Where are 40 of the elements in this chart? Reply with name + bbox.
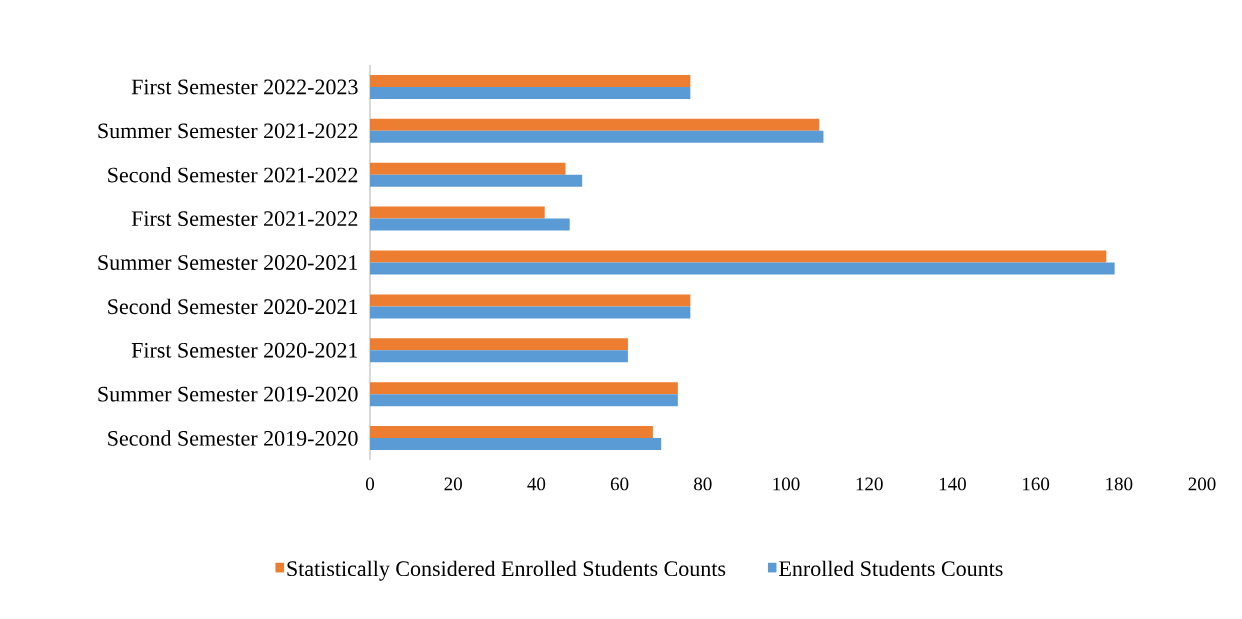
- bar: [370, 294, 691, 307]
- x-tick-label: 200: [1188, 477, 1216, 491]
- legend-label: Statistically Considered Enrolled Students Counts: [287, 560, 726, 581]
- x-tick-label: 120: [856, 477, 883, 491]
- x-tick-label: 140: [939, 477, 966, 491]
- bar: [370, 438, 662, 451]
- y-tick-label: Second Semester 2019-2020: [108, 430, 358, 446]
- bar: [370, 350, 628, 363]
- x-tick-label: 80: [694, 477, 712, 491]
- legend-label: Enrolled Students Counts: [779, 560, 1003, 577]
- bar: [370, 394, 678, 407]
- x-tick-label: 60: [610, 477, 629, 491]
- bar: [370, 250, 1107, 263]
- y-tick-label: Summer Semester 2019-2020: [98, 386, 358, 402]
- y-tick-label: Summer Semester 2020-2021: [98, 255, 358, 270]
- x-tick-label: 160: [1023, 477, 1050, 491]
- bar: [370, 86, 691, 99]
- bar: [370, 206, 545, 219]
- y-tick-label: Second Semester 2021-2022: [108, 166, 358, 183]
- bar: [370, 306, 691, 319]
- bar: [370, 218, 570, 231]
- y-tick-label: Second Semester 2020-2021: [108, 298, 358, 315]
- x-tick-label: 40: [527, 477, 546, 491]
- y-tick-label: First Semester 2022-2023: [131, 79, 358, 95]
- bar: [370, 130, 824, 143]
- x-tick-label: 180: [1106, 477, 1133, 491]
- y-tick-label: First Semester 2020-2021: [131, 342, 358, 358]
- bar: [370, 262, 1115, 275]
- bar: [370, 118, 820, 131]
- bar: [370, 74, 691, 87]
- bar: [370, 382, 678, 395]
- x-tick-label: 20: [444, 477, 462, 491]
- x-tick-label: 0: [365, 477, 375, 491]
- bar: [370, 162, 566, 175]
- bar: [370, 338, 628, 351]
- x-tick-label: 100: [773, 477, 800, 491]
- bar: [370, 426, 653, 439]
- y-tick-label: Summer Semester 2021-2022: [98, 123, 358, 139]
- y-tick-label: First Semester 2021-2022: [131, 211, 358, 227]
- bar: [370, 174, 583, 187]
